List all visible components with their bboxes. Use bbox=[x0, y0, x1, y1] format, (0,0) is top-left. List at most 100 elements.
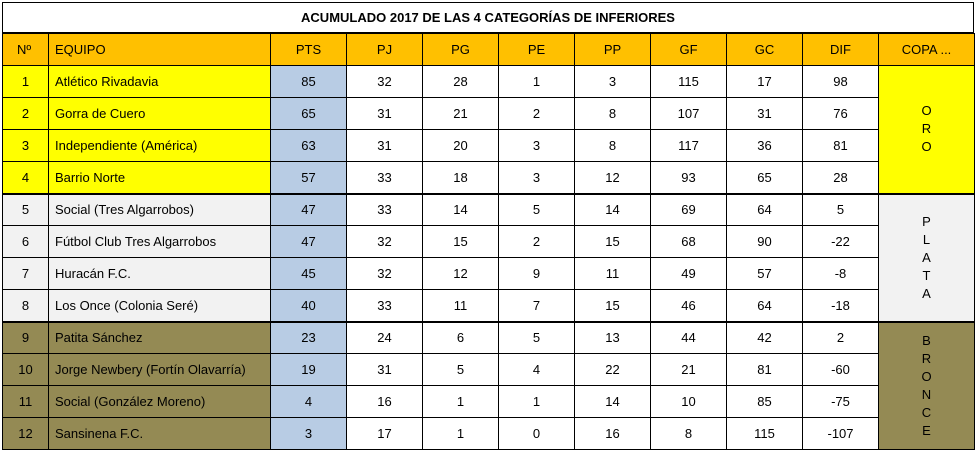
team-points: 3 bbox=[270, 417, 347, 450]
team-points: 40 bbox=[270, 289, 347, 322]
stat-gf: 44 bbox=[650, 320, 727, 354]
stat-pe: 0 bbox=[498, 417, 575, 450]
team-name: Fútbol Club Tres Algarrobos bbox=[48, 225, 271, 258]
stat-pg: 1 bbox=[422, 417, 499, 450]
row-number: 5 bbox=[2, 192, 49, 226]
stat-gc: 65 bbox=[726, 161, 803, 194]
team-name: Jorge Newbery (Fortín Olavarría) bbox=[48, 353, 271, 386]
header-copa: COPA ... bbox=[878, 33, 975, 66]
stat-pp: 16 bbox=[574, 417, 651, 450]
stat-pg: 18 bbox=[422, 161, 499, 194]
stat-pj: 32 bbox=[346, 225, 423, 258]
stat-gc: 57 bbox=[726, 257, 803, 290]
table-row: 5 Social (Tres Algarrobos) 47 33 14 5 14 69 64 5 P… bbox=[2, 192, 975, 322]
team-points: 23 bbox=[270, 320, 347, 354]
stat-gf: 8 bbox=[650, 417, 727, 450]
header-equipo: EQUIPO bbox=[48, 33, 271, 66]
stat-gf: 115 bbox=[650, 65, 727, 98]
stat-gc: 81 bbox=[726, 353, 803, 386]
stat-pp: 22 bbox=[574, 353, 651, 386]
header-gf: GF bbox=[650, 33, 727, 66]
stat-dif: -18 bbox=[802, 289, 879, 322]
stat-dif: -8 bbox=[802, 257, 879, 290]
stat-pp: 11 bbox=[574, 257, 651, 290]
header-row: Nº EQUIPO PTS PJ PG PE PP GF GC DIF COPA… bbox=[2, 33, 975, 66]
stat-pg: 15 bbox=[422, 225, 499, 258]
stat-dif: 76 bbox=[802, 97, 879, 130]
stat-pg: 20 bbox=[422, 129, 499, 162]
stat-dif: 98 bbox=[802, 65, 879, 98]
team-name: Independiente (América) bbox=[48, 129, 271, 162]
stat-dif: -107 bbox=[802, 417, 879, 450]
stat-pe: 7 bbox=[498, 289, 575, 322]
table-row: 11 Social (González Moreno) 4 16 1 1 14 10 85 -75 bbox=[2, 385, 975, 418]
team-name: Barrio Norte bbox=[48, 161, 271, 194]
table-row: 4 Barrio Norte 57 33 18 3 12 93 65 28 bbox=[2, 161, 975, 194]
table-row: 8 Los Once (Colonia Seré) 40 33 11 7 15 46 64 -18 bbox=[2, 289, 975, 322]
stat-pe: 5 bbox=[498, 320, 575, 354]
stat-dif: 28 bbox=[802, 161, 879, 194]
stat-dif: -60 bbox=[802, 353, 879, 386]
stat-dif: 2 bbox=[802, 320, 879, 354]
team-name: Atlético Rivadavia bbox=[48, 65, 271, 98]
stat-pg: 1 bbox=[422, 385, 499, 418]
team-points: 45 bbox=[270, 257, 347, 290]
table-row: 7 Huracán F.C. 45 32 12 9 11 49 57 -8 bbox=[2, 257, 975, 290]
stat-pe: 1 bbox=[498, 65, 575, 98]
stat-gf: 49 bbox=[650, 257, 727, 290]
header-pts: PTS bbox=[270, 33, 347, 66]
stat-pg: 11 bbox=[422, 289, 499, 322]
team-points: 63 bbox=[270, 129, 347, 162]
team-points: 4 bbox=[270, 385, 347, 418]
stat-pp: 12 bbox=[574, 161, 651, 194]
table-row: 12 Sansinena F.C. 3 17 1 0 16 8 115 -107 bbox=[2, 417, 975, 450]
stat-pj: 16 bbox=[346, 385, 423, 418]
stat-dif: 5 bbox=[802, 192, 879, 226]
stat-pg: 21 bbox=[422, 97, 499, 130]
stat-pg: 6 bbox=[422, 320, 499, 354]
stat-pp: 14 bbox=[574, 385, 651, 418]
table-row: 9 Patita Sánchez 23 24 6 5 13 44 42 2 BRONCE bbox=[2, 320, 975, 450]
stat-gc: 115 bbox=[726, 417, 803, 450]
table-row: 1 Atlético Rivadavia 85 32 28 1 3 115 17 98 ORO bbox=[2, 65, 975, 194]
stat-pg: 5 bbox=[422, 353, 499, 386]
stat-gf: 69 bbox=[650, 192, 727, 226]
stat-gf: 107 bbox=[650, 97, 727, 130]
stat-dif: -22 bbox=[802, 225, 879, 258]
team-name: Gorra de Cuero bbox=[48, 97, 271, 130]
stat-dif: -75 bbox=[802, 385, 879, 418]
stat-pp: 15 bbox=[574, 225, 651, 258]
stat-pp: 13 bbox=[574, 320, 651, 354]
row-number: 2 bbox=[2, 97, 49, 130]
stat-pe: 3 bbox=[498, 129, 575, 162]
stat-pj: 33 bbox=[346, 192, 423, 226]
table-row: 10 Jorge Newbery (Fortín Olavarría) 19 31 5 4… bbox=[2, 353, 975, 386]
header-pg: PG bbox=[422, 33, 499, 66]
stat-gc: 31 bbox=[726, 97, 803, 130]
copa-label: BRONCE bbox=[921, 332, 932, 438]
stat-gf: 46 bbox=[650, 289, 727, 322]
stat-gc: 36 bbox=[726, 129, 803, 162]
stat-pg: 14 bbox=[422, 192, 499, 226]
team-points: 47 bbox=[270, 225, 347, 258]
row-number: 9 bbox=[2, 320, 49, 354]
team-points: 85 bbox=[270, 65, 347, 98]
stat-pj: 17 bbox=[346, 417, 423, 450]
stat-pj: 33 bbox=[346, 289, 423, 322]
row-number: 4 bbox=[2, 161, 49, 194]
standings-table: Nº EQUIPO PTS PJ PG PE PP GF GC DIF COPA… bbox=[2, 33, 975, 450]
stat-pe: 1 bbox=[498, 385, 575, 418]
stat-gc: 90 bbox=[726, 225, 803, 258]
stat-gc: 64 bbox=[726, 192, 803, 226]
stat-pe: 2 bbox=[498, 225, 575, 258]
row-number: 7 bbox=[2, 257, 49, 290]
stat-gf: 117 bbox=[650, 129, 727, 162]
row-number: 1 bbox=[2, 65, 49, 98]
stat-pe: 2 bbox=[498, 97, 575, 130]
stat-pj: 31 bbox=[346, 353, 423, 386]
table-title: ACUMULADO 2017 DE LAS 4 CATEGORÍAS DE IN… bbox=[2, 2, 974, 33]
stat-gf: 21 bbox=[650, 353, 727, 386]
copa-label: PLATA bbox=[922, 213, 931, 301]
stat-pp: 3 bbox=[574, 65, 651, 98]
stat-pp: 15 bbox=[574, 289, 651, 322]
